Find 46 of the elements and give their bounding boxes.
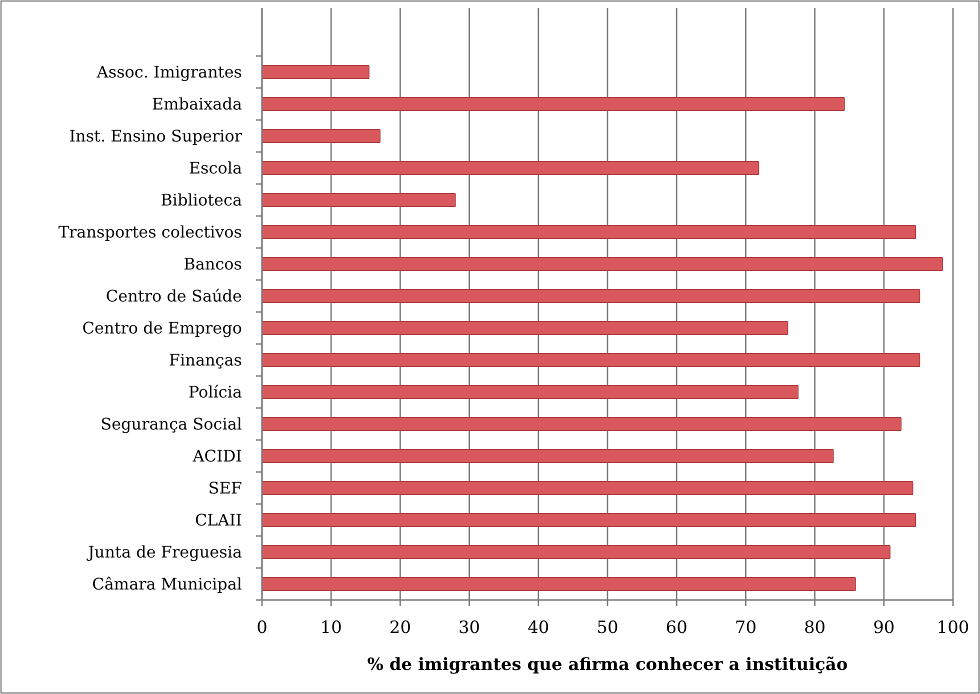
x-tick-label: 40 [528, 618, 550, 638]
bar [262, 352, 920, 368]
bar [262, 256, 943, 272]
x-tick-label: 90 [873, 618, 895, 638]
y-tick-label: Biblioteca [160, 190, 242, 210]
bar [262, 512, 916, 528]
bar [262, 160, 760, 176]
x-axis-title: % de imigrantes que afirma conhecer a instituição [367, 655, 848, 675]
y-tick-label: Segurança Social [100, 414, 242, 434]
bar [262, 320, 788, 336]
x-tick-label: 70 [734, 618, 757, 638]
y-tick-label: Centro de Emprego [82, 318, 242, 338]
bar [262, 64, 370, 80]
y-tick-label: CLAII [194, 510, 242, 530]
y-tick-label: Centro de Saúde [106, 286, 242, 306]
y-tick-label: Assoc. Imigrantes [96, 62, 242, 82]
y-tick-label: Bancos [184, 254, 242, 274]
bar [262, 480, 914, 496]
x-tick-label: 20 [389, 618, 412, 638]
bar [262, 192, 456, 208]
bar [262, 224, 916, 240]
y-tick-label: Embaixada [152, 94, 242, 114]
y-tick-label: Finanças [168, 350, 242, 370]
bar [262, 448, 834, 464]
y-tick-label: Polícia [188, 382, 242, 402]
y-tick-label: Junta de Freguesia [86, 542, 242, 562]
y-tick-label: SEF [208, 478, 242, 498]
y-tick-label: ACIDI [192, 446, 242, 466]
x-tick-label: 0 [256, 618, 268, 638]
x-tick-label: 30 [458, 618, 480, 638]
bar [262, 416, 902, 432]
y-tick-label: Inst. Ensino Superior [69, 126, 242, 146]
bar [262, 128, 380, 144]
x-tick-label: 10 [320, 618, 342, 638]
y-tick-label: Transportes colectivos [58, 222, 242, 242]
x-tick-label: 100 [936, 618, 970, 638]
bar [262, 384, 799, 400]
y-tick-label: Escola [188, 158, 242, 178]
bar [262, 96, 845, 112]
x-tick-label: 80 [804, 618, 826, 638]
bar [262, 544, 890, 560]
x-tick-label: 50 [596, 618, 618, 638]
bar [262, 288, 920, 304]
bar [262, 576, 856, 592]
y-tick-label: Câmara Municipal [92, 574, 242, 594]
x-tick-label: 60 [666, 618, 688, 638]
